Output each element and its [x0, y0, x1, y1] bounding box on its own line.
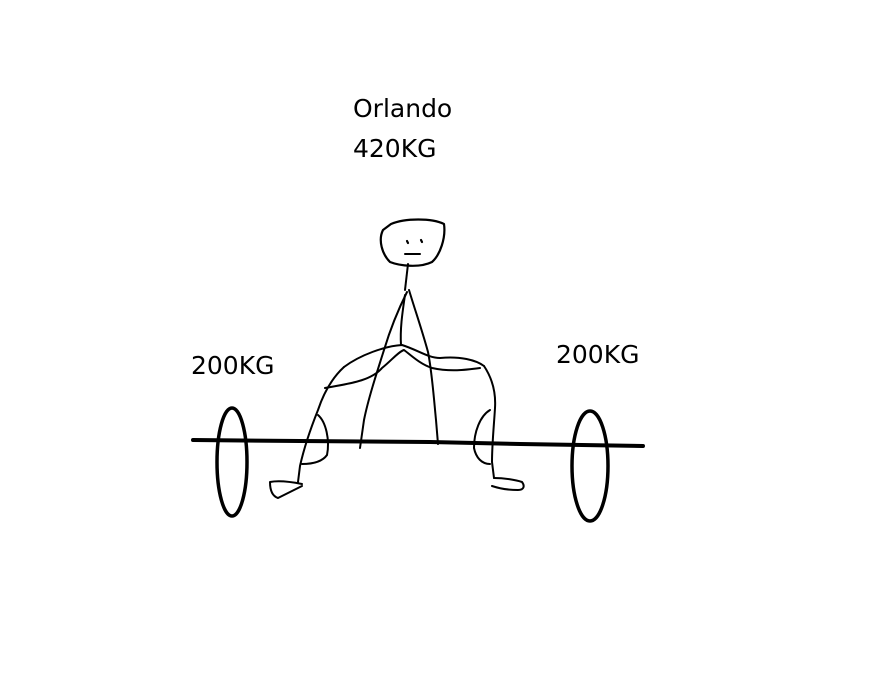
left-weight-plate	[215, 406, 249, 518]
right-leg	[483, 365, 497, 479]
right-foot	[491, 477, 525, 491]
right-shin	[473, 409, 491, 465]
left-plate-weight-label: 200KG	[191, 351, 275, 380]
lifter-total-weight-label: 420KG	[353, 134, 437, 163]
right-arm	[408, 289, 439, 445]
left-arm	[359, 291, 408, 449]
torso-lower	[324, 349, 481, 389]
inner-arm-line	[399, 294, 406, 346]
right-plate-weight-label: 200KG	[556, 340, 640, 369]
left-eye	[405, 239, 410, 245]
barbell-bar	[191, 438, 645, 448]
right-eye	[419, 238, 424, 244]
left-leg	[297, 366, 345, 483]
left-shin	[301, 414, 329, 465]
stick-figure-neck	[404, 263, 409, 291]
lifter-name-label: Orlando	[353, 94, 453, 123]
torso-hips	[343, 344, 485, 368]
stick-figure-head	[379, 218, 446, 267]
left-foot	[269, 480, 303, 499]
right-weight-plate	[570, 409, 610, 523]
